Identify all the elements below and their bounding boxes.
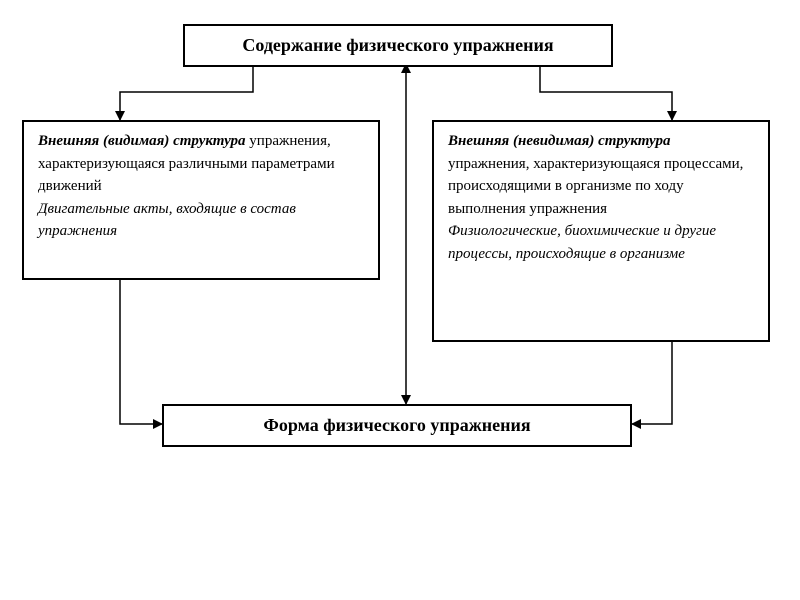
bottom-title-box: Форма физического упражнения xyxy=(162,404,632,447)
right-structure-box: Внешняя (невидимая) структура упражнения… xyxy=(432,120,770,342)
left-structure-box: Внешняя (видимая) структура упражнения, … xyxy=(22,120,380,280)
top-title-text: Содержание физического упражнения xyxy=(242,35,553,55)
top-title-box: Содержание физического упражнения xyxy=(183,24,613,67)
bottom-title-text: Форма физического упражнения xyxy=(263,415,530,435)
diagram-container: Содержание физического упражнения Внешня… xyxy=(0,0,800,600)
